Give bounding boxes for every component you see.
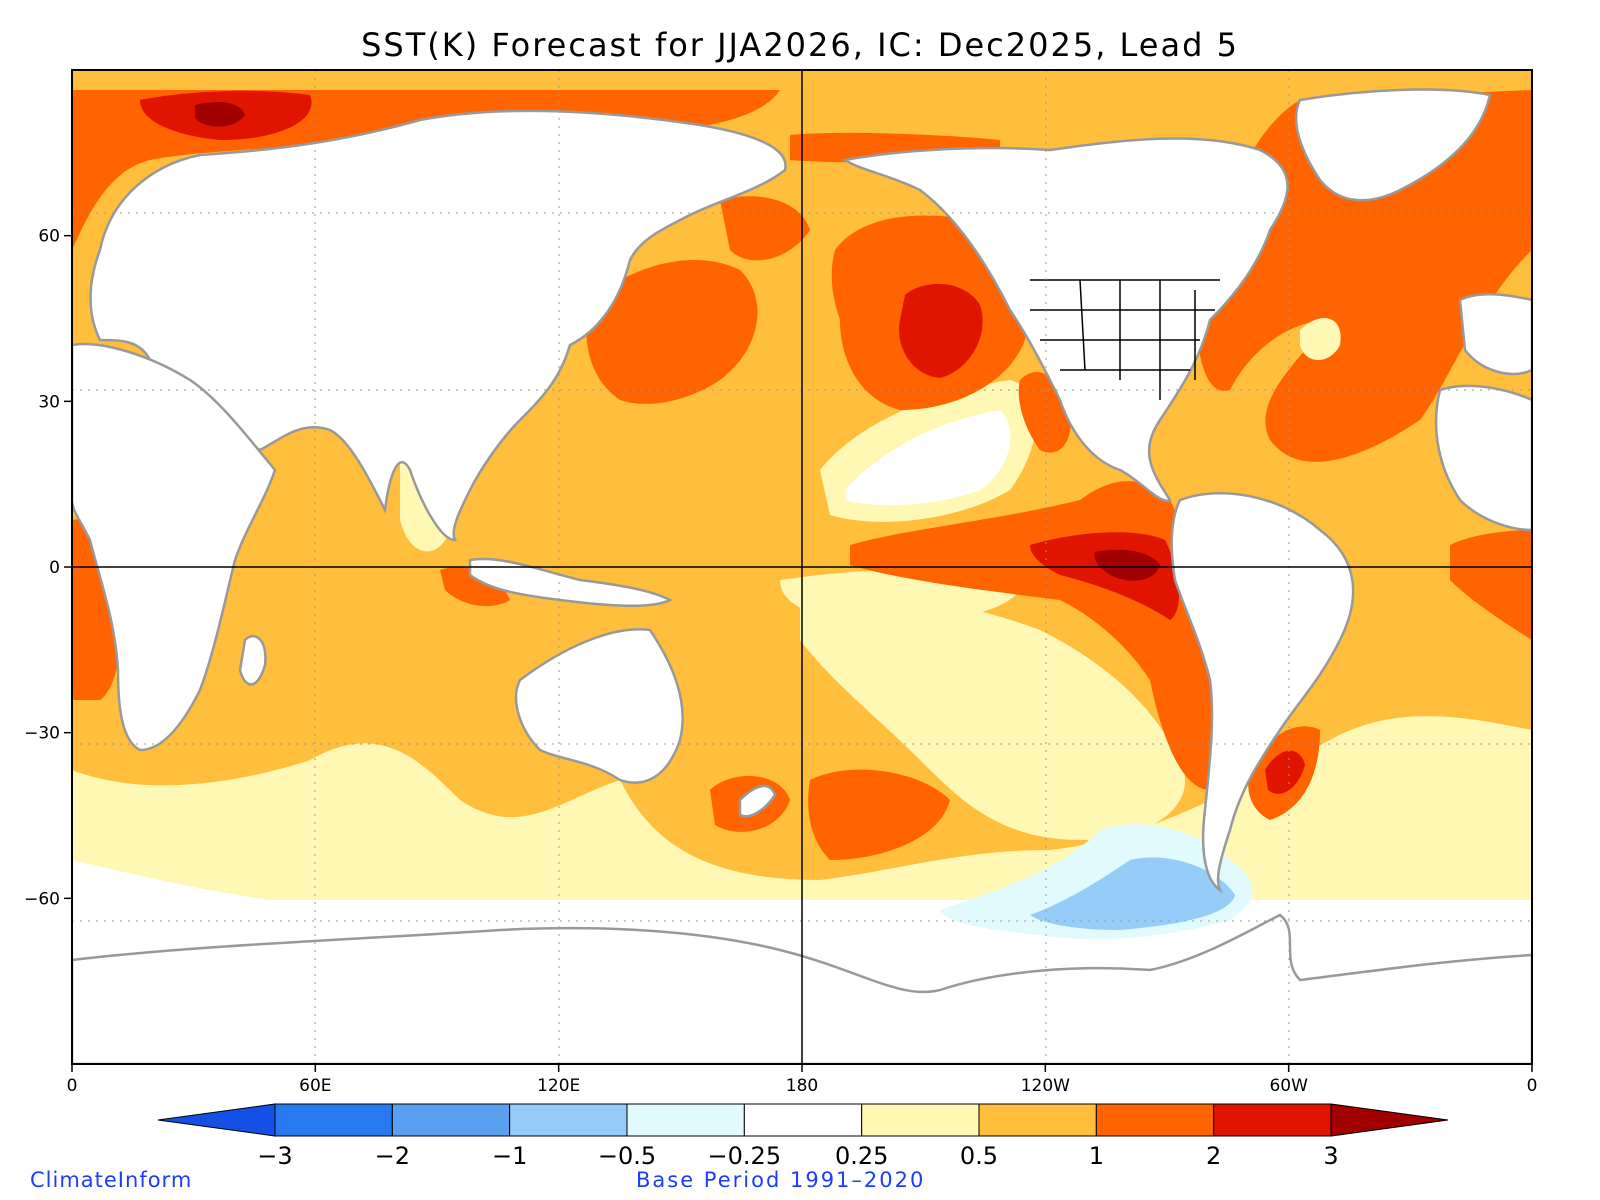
field-eq-atl-orange: [1450, 530, 1532, 640]
field-aleutian-orange: [720, 196, 810, 261]
x-tick-label: 180: [786, 1076, 818, 1096]
y-tick-label: 0: [49, 558, 60, 578]
field-npac-red: [899, 283, 983, 378]
land-indonesia: [468, 557, 673, 607]
field-spac-orange: [808, 769, 950, 860]
colorbar-label: −3: [257, 1142, 292, 1170]
colorbar-swatch: [157, 1103, 276, 1137]
field-natl-yellow: [1300, 318, 1341, 360]
field-java-orange: [440, 566, 510, 607]
colorbar-swatch: [626, 1103, 745, 1137]
y-tick-label: −30: [24, 724, 60, 744]
colorbar-label: 1: [1089, 1142, 1104, 1170]
colorbar-swatch: [1213, 1103, 1332, 1137]
colorbar-swatch: [274, 1103, 393, 1137]
x-tick-label: 120W: [1021, 1076, 1070, 1096]
credit-center: Base Period 1991–2020: [636, 1168, 926, 1192]
y-tick-label: 60: [38, 227, 60, 247]
land-north-america: [841, 137, 1289, 502]
credit-left: ClimateInform: [30, 1168, 193, 1192]
field-swatl-red: [1265, 750, 1305, 794]
colorbar-label: 2: [1206, 1142, 1221, 1170]
x-tick-label: 0: [67, 1076, 78, 1096]
colorbar-swatch: [861, 1103, 980, 1137]
land-madagascar: [238, 634, 267, 686]
land-west-africa-bulge: [1434, 384, 1532, 532]
field-kuroshio-orange: [586, 260, 758, 404]
land-iberia-west: [1458, 292, 1532, 376]
us-states: [1030, 279, 1220, 400]
field-so-blue: [1030, 857, 1235, 930]
y-axis: 60 30 0 −30 −60: [24, 227, 72, 909]
colorbar-label: 3: [1323, 1142, 1338, 1170]
land-africa: [72, 342, 277, 752]
field-arctic-darkred: [195, 102, 245, 127]
colorbar-swatch: [978, 1103, 1097, 1137]
colorbar-swatch: [1330, 1103, 1449, 1137]
x-tick-label: 120E: [537, 1076, 580, 1096]
colorbar-swatch: [743, 1103, 863, 1137]
colorbar-swatch: [509, 1103, 628, 1137]
land-newzealand: [738, 784, 777, 818]
x-tick-label: 0: [1527, 1076, 1538, 1096]
y-tick-label: −60: [24, 889, 60, 909]
land-greenland: [1294, 88, 1492, 202]
colorbar-label: −1: [492, 1142, 527, 1170]
x-tick-label: 60W: [1269, 1076, 1308, 1096]
x-tick-label: 60E: [299, 1076, 331, 1096]
field-npac-white: [845, 410, 1011, 506]
colorbar: −3 −2 −1 −0.5 −0.25 0.25 0.5 1 2 3: [157, 1103, 1449, 1170]
colorbar-label: −2: [375, 1142, 410, 1170]
field-eep-darkred: [1094, 549, 1160, 581]
colorbar-swatch: [391, 1103, 511, 1137]
colorbar-label: −0.25: [708, 1142, 782, 1170]
chart-title: SST(K) Forecast for JJA2026, IC: Dec2025…: [361, 26, 1239, 64]
reference-lines: [72, 70, 1532, 1064]
y-tick-label: 30: [38, 392, 60, 412]
x-axis: 0 60E 120E 180 120W 60W 0: [67, 1064, 1538, 1096]
colorbar-label: 0.5: [960, 1142, 998, 1170]
colorbar-label: 0.25: [835, 1142, 888, 1170]
land-south-america: [1170, 492, 1355, 894]
colorbar-label: −0.5: [598, 1142, 656, 1170]
colorbar-swatch: [1095, 1103, 1215, 1137]
field-se-pacific-yellow: [800, 596, 1186, 840]
